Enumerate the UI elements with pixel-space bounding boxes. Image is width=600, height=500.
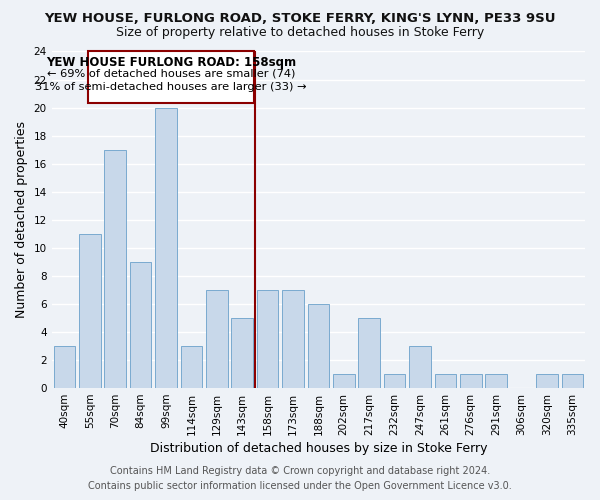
Bar <box>206 290 227 388</box>
Bar <box>79 234 101 388</box>
Bar <box>562 374 583 388</box>
Text: 31% of semi-detached houses are larger (33) →: 31% of semi-detached houses are larger (… <box>35 82 307 92</box>
Text: YEW HOUSE FURLONG ROAD: 158sqm: YEW HOUSE FURLONG ROAD: 158sqm <box>46 56 296 68</box>
Bar <box>308 304 329 388</box>
Bar <box>434 374 456 388</box>
Bar <box>181 346 202 388</box>
Bar <box>232 318 253 388</box>
Bar <box>358 318 380 388</box>
Text: Size of property relative to detached houses in Stoke Ferry: Size of property relative to detached ho… <box>116 26 484 39</box>
Bar <box>104 150 126 388</box>
Bar <box>460 374 482 388</box>
Y-axis label: Number of detached properties: Number of detached properties <box>15 122 28 318</box>
FancyBboxPatch shape <box>88 52 254 104</box>
Text: ← 69% of detached houses are smaller (74): ← 69% of detached houses are smaller (74… <box>47 68 295 78</box>
Bar <box>384 374 406 388</box>
Text: YEW HOUSE, FURLONG ROAD, STOKE FERRY, KING'S LYNN, PE33 9SU: YEW HOUSE, FURLONG ROAD, STOKE FERRY, KI… <box>44 12 556 26</box>
Bar <box>53 346 75 388</box>
Text: Contains HM Land Registry data © Crown copyright and database right 2024.
Contai: Contains HM Land Registry data © Crown c… <box>88 466 512 491</box>
X-axis label: Distribution of detached houses by size in Stoke Ferry: Distribution of detached houses by size … <box>149 442 487 455</box>
Bar <box>130 262 151 388</box>
Bar <box>333 374 355 388</box>
Bar <box>409 346 431 388</box>
Bar <box>155 108 177 388</box>
Bar <box>485 374 507 388</box>
Bar <box>257 290 278 388</box>
Bar <box>536 374 557 388</box>
Bar <box>282 290 304 388</box>
